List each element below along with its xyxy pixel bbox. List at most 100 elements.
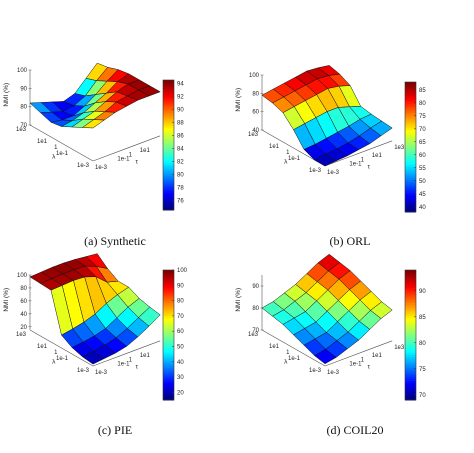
z-tick-label: 90: [252, 284, 259, 290]
tau-tick-label: 1e-3: [327, 170, 340, 176]
colorbar-tick-label: 78: [177, 185, 184, 191]
z-tick-label: 60: [20, 299, 27, 305]
colorbar-tick-label: 80: [177, 172, 184, 178]
z-tick-label: 80: [252, 306, 259, 312]
lambda-tick-label: 1e-3: [77, 163, 90, 169]
colorbar-tick-label: 90: [177, 107, 184, 113]
z-tick-label: 100: [17, 273, 28, 279]
colorbar-tick-label: 88: [177, 120, 184, 126]
colorbar-tick-label: 70: [419, 127, 426, 133]
tau-tick-label: 1e-1: [349, 162, 362, 168]
lambda-tick-label: 1e-1: [56, 151, 69, 157]
tau-tick-label: 1e3: [394, 145, 405, 151]
lambda-tick-label: 1: [54, 145, 58, 151]
lambda-tick-label: 1: [54, 350, 58, 356]
surface-cell: [82, 351, 105, 365]
z-tick-label: 80: [20, 286, 27, 292]
tau-tick-label: 1e-1: [349, 362, 362, 368]
lambda-tick-label: 1e3: [16, 127, 27, 133]
tau-tick-label: 1e1: [140, 353, 151, 359]
z-axis-label: NMI (%): [235, 288, 242, 312]
z-axis-label: NMI (%): [3, 83, 10, 107]
panel-caption: (c) PIE: [98, 423, 132, 437]
colorbar: 76 78 80 82 84 86 88 90 92 94: [162, 79, 184, 211]
tau-tick-label: 1e-1: [117, 157, 130, 163]
tau-tick-label: 1e-3: [95, 165, 108, 171]
lambda-tick-label: 1: [286, 150, 290, 156]
colorbar-tick-label: 82: [177, 159, 184, 165]
z-tick-label: 80: [252, 91, 259, 97]
axes-box: [261, 275, 393, 367]
colorbar-tick-label: 55: [419, 166, 426, 172]
lambda-tick-label: 1e1: [269, 144, 280, 150]
z-tick-label: 40: [20, 312, 27, 318]
tau-axis-label: τ: [136, 364, 139, 371]
lambda-tick-label: 1e3: [248, 132, 259, 138]
panel-caption: (b) ORL: [330, 234, 371, 248]
panel-caption: (d) COIL20: [327, 423, 384, 437]
surface: [261, 253, 393, 365]
z-tick-label: 90: [20, 86, 27, 92]
lambda-axis-label: λ: [284, 159, 288, 166]
colorbar-tick-label: 80: [177, 299, 184, 305]
lambda-axis-label: λ: [52, 359, 56, 366]
tau-tick-label: 1: [129, 152, 133, 158]
colorbar: 70 75 80 85 90: [404, 269, 426, 401]
colorbar-tick-label: 75: [419, 114, 426, 120]
lambda-tick-label: 1e3: [16, 332, 27, 338]
colorbar-tick-label: 84: [177, 146, 184, 152]
panel-caption: (a) Synthetic: [84, 234, 146, 248]
colorbar-tick-label: 76: [177, 198, 184, 204]
surface: [261, 65, 393, 167]
lambda-tick-label: 1: [286, 350, 290, 356]
z-tick-label: 100: [17, 68, 28, 74]
colorbar: 20 30 40 50 60 70 80 90 100: [162, 268, 188, 401]
z-axis-label: NMI (%): [3, 288, 10, 312]
z-tick-label: 100: [249, 73, 260, 79]
colorbar-tick-label: 60: [419, 153, 426, 159]
lambda-tick-label: 1e-1: [288, 156, 301, 162]
colorbar-tick-label: 60: [177, 329, 184, 335]
colorbar-tick-label: 90: [177, 283, 184, 289]
lambda-tick-label: 1e-3: [77, 368, 90, 374]
colorbar-tick-label: 40: [177, 360, 184, 366]
lambda-tick-label: 1e3: [248, 332, 259, 338]
tau-tick-label: 1e-3: [327, 370, 340, 376]
colorbar-tick-label: 65: [419, 140, 426, 146]
z-axis-label: NMI (%): [235, 88, 242, 112]
lambda-tick-label: 1e-3: [309, 168, 322, 174]
colorbar-tick-label: 75: [419, 367, 426, 373]
tau-tick-label: 1: [361, 157, 365, 163]
lambda-tick-label: 1e1: [37, 344, 48, 350]
tau-tick-label: 1: [361, 357, 365, 363]
colorbar-tick-label: 30: [177, 375, 184, 381]
colorbar-tick-label: 92: [177, 94, 184, 100]
surface-cell: [81, 119, 105, 129]
z-tick-label: 70: [252, 328, 259, 334]
colorbar-tick-label: 20: [177, 390, 184, 396]
axes-box: [29, 275, 161, 367]
tau-tick-label: 1: [129, 357, 133, 363]
colorbar-tick-label: 86: [177, 133, 184, 139]
z-tick-label: 80: [20, 105, 27, 111]
colorbar-tick-label: 90: [419, 289, 426, 295]
tau-tick-label: 1e1: [140, 148, 151, 154]
colorbar-tick-label: 80: [419, 101, 426, 107]
axes-box: [29, 70, 161, 162]
colorbar: 40 45 50 55 60 65 70 75 80 85: [404, 81, 426, 213]
lambda-tick-label: 1e1: [37, 139, 48, 145]
tau-tick-label: 1e-3: [95, 370, 108, 376]
tau-axis-label: τ: [136, 159, 139, 166]
surface-cell: [314, 348, 337, 365]
z-tick-label: 20: [20, 325, 27, 331]
lambda-tick-label: 1e1: [269, 344, 280, 350]
surface: [29, 253, 161, 365]
tau-tick-label: 1e-1: [117, 362, 130, 368]
tau-tick-label: 1e3: [394, 345, 405, 351]
lambda-axis-label: λ: [52, 154, 56, 161]
lambda-tick-label: 1e-1: [56, 356, 69, 362]
